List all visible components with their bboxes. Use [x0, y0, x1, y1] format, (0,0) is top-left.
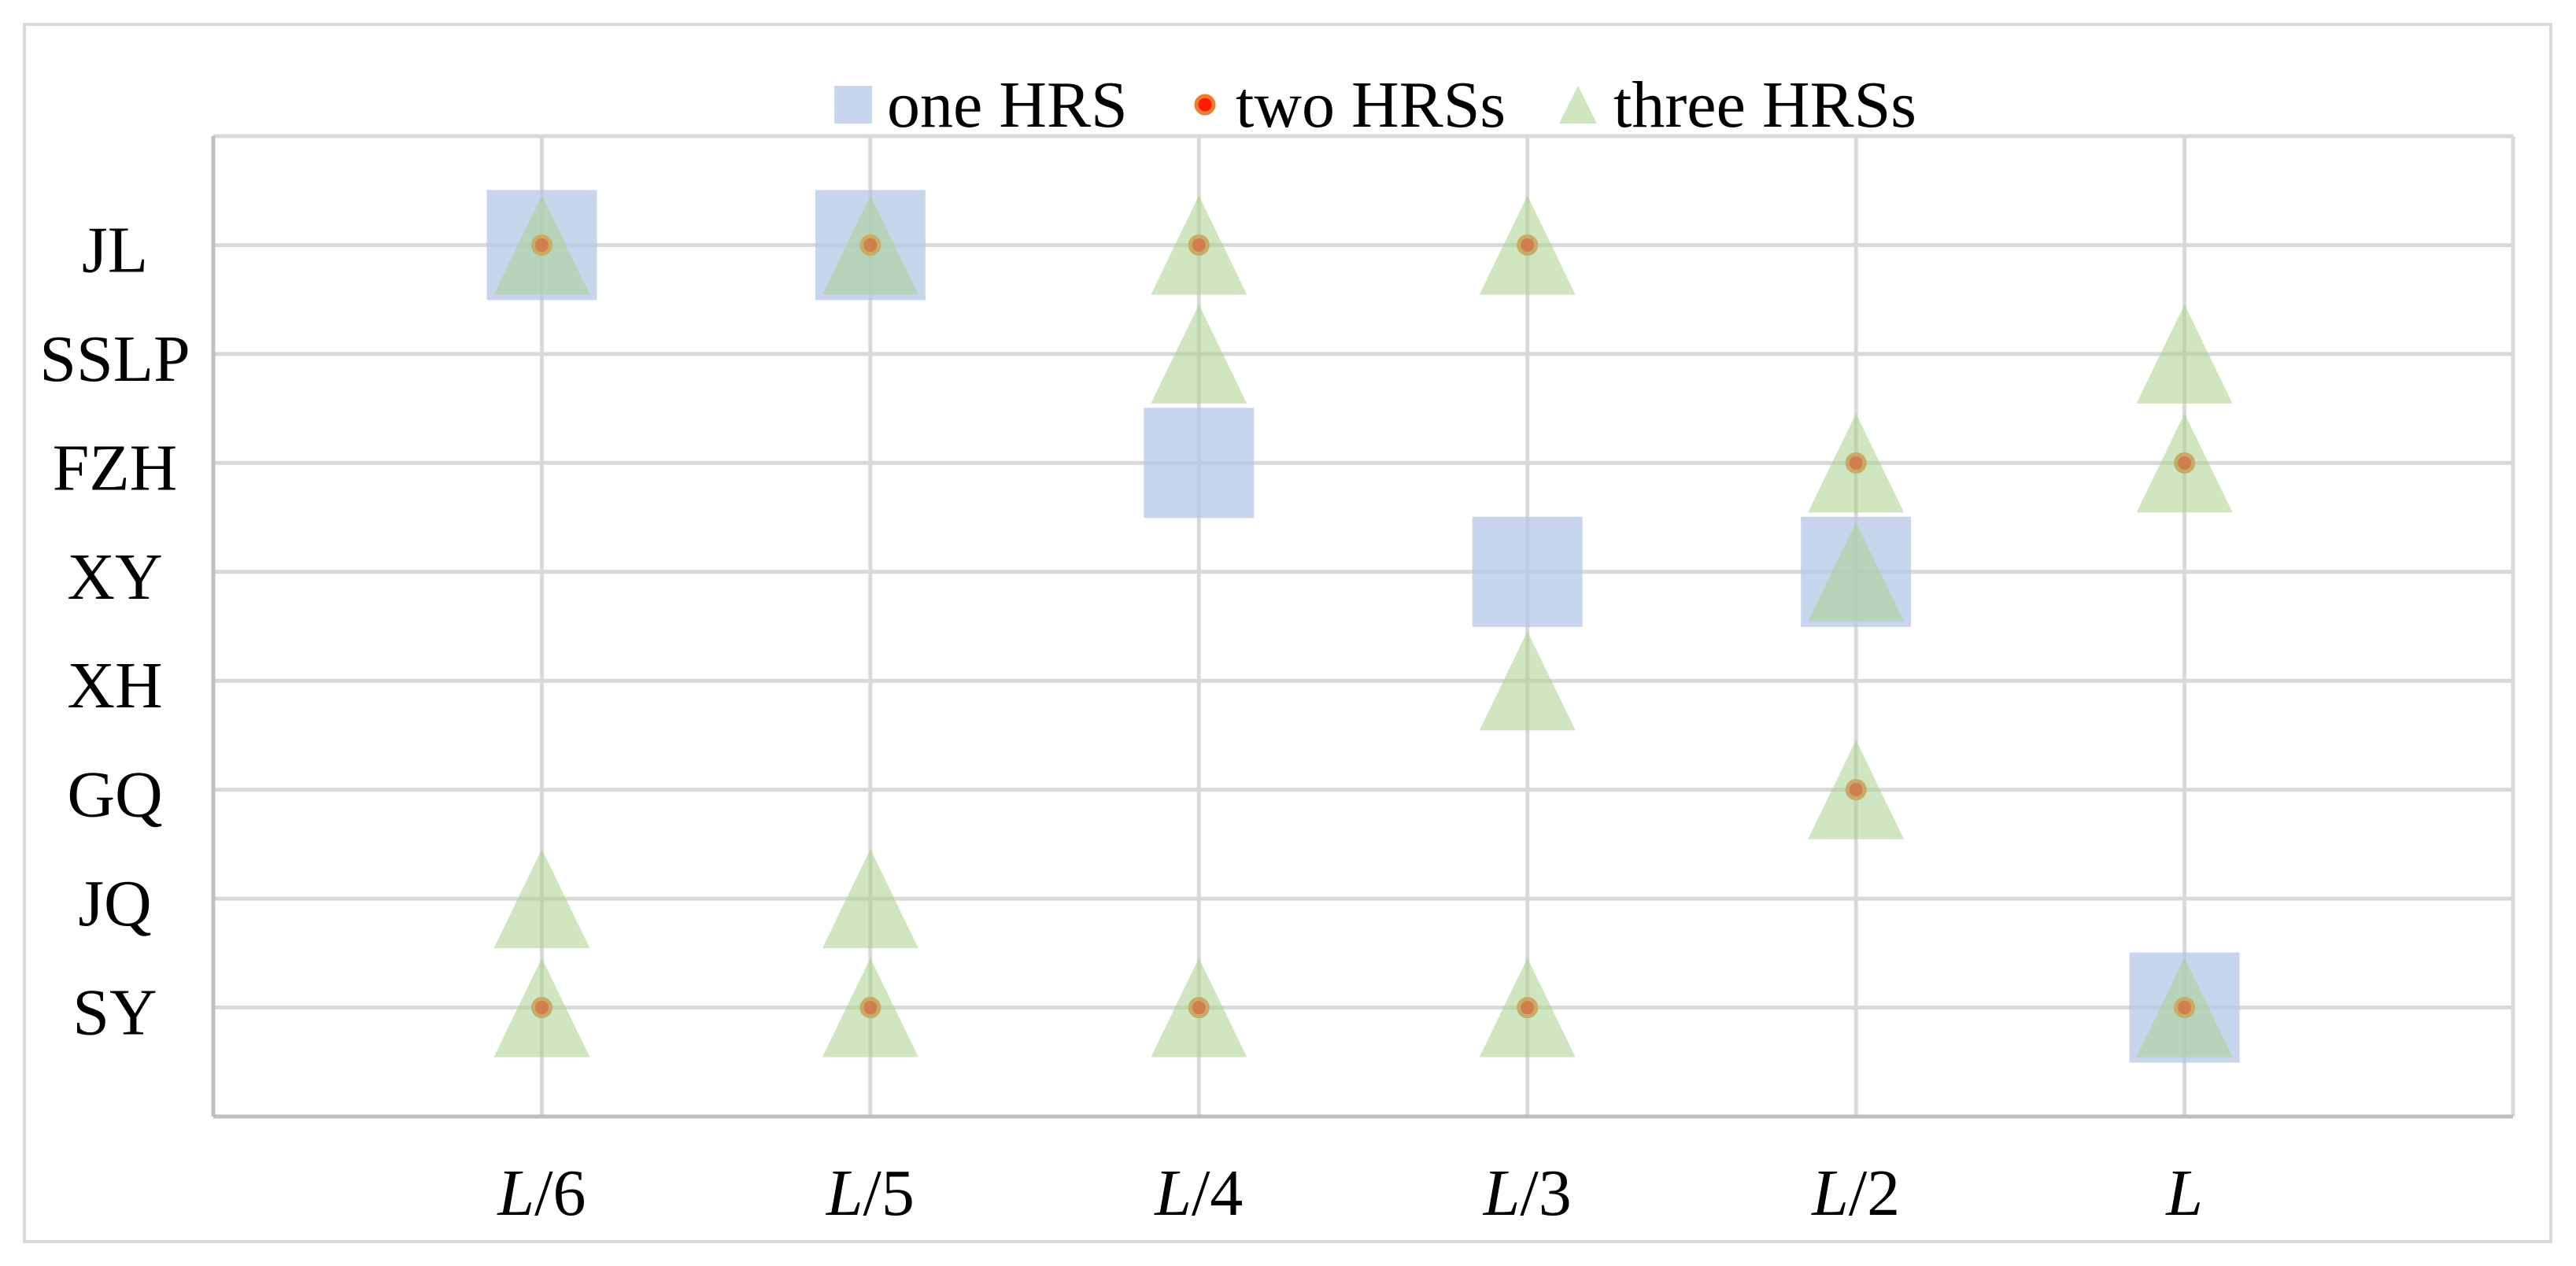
- data-point-triangle: [1479, 958, 1576, 1057]
- data-point-triangle: [822, 849, 918, 949]
- axes: [211, 136, 2513, 1119]
- data-point-triangle: [2136, 304, 2233, 404]
- legend-dot-marker: [1194, 94, 1216, 116]
- legend-label-three-hrss: three HRSs: [1613, 68, 1916, 142]
- data-point-triangle: [2136, 958, 2233, 1057]
- legend-square-marker: [834, 86, 872, 124]
- x-tick-label: L/3: [1483, 1157, 1572, 1230]
- x-tick-label: L: [2165, 1157, 2203, 1230]
- data-point-triangle: [822, 195, 918, 295]
- data-point-square: [1472, 516, 1583, 627]
- legend-label-one-hrs: one HRS: [887, 68, 1128, 142]
- y-tick-label: SY: [72, 976, 157, 1050]
- x-tick-label: L/4: [1154, 1157, 1243, 1230]
- data-point-triangle: [1808, 413, 1905, 513]
- x-tick-label: L/2: [1811, 1157, 1900, 1230]
- data-point-triangle: [2136, 413, 2233, 513]
- data-points: [486, 190, 2240, 1063]
- data-point-triangle: [1151, 195, 1247, 295]
- data-point-triangle: [493, 849, 590, 949]
- data-point-triangle: [493, 195, 590, 295]
- data-point-triangle: [1808, 522, 1905, 622]
- legend-triangle-marker: [1559, 86, 1597, 124]
- y-tick-label: JL: [82, 213, 148, 286]
- data-point-triangle: [822, 958, 918, 1057]
- legend: one HRS two HRSs three HRSs: [834, 68, 1916, 142]
- data-point-triangle: [1808, 740, 1905, 840]
- data-point-triangle: [1151, 304, 1247, 404]
- x-tick-label: L/6: [497, 1157, 586, 1230]
- data-point-triangle: [493, 958, 590, 1057]
- data-point-triangle: [1479, 195, 1576, 295]
- legend-label-two-hrss: two HRSs: [1236, 68, 1506, 142]
- x-tick-label: L/5: [826, 1157, 915, 1230]
- y-tick-label: JQ: [78, 867, 151, 940]
- data-point-triangle: [1151, 958, 1247, 1057]
- tick-labels: L/6 L/5 L/4 L/3 L/2 L JL SSLP FZH XY XH GQ JQ SY: [39, 213, 2203, 1230]
- y-tick-label: XY: [67, 541, 162, 614]
- data-point-square: [1144, 408, 1255, 519]
- y-tick-label: XH: [67, 649, 162, 722]
- data-point-triangle: [1479, 631, 1576, 731]
- y-tick-label: FZH: [53, 431, 178, 504]
- y-tick-label: SSLP: [39, 323, 190, 396]
- y-tick-label: GQ: [67, 758, 162, 832]
